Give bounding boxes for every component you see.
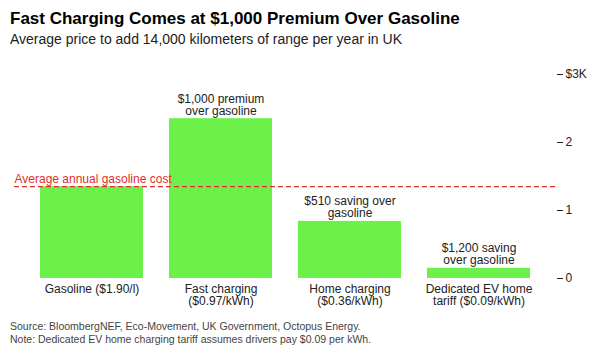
svg-text:$1,200 savingover gasoline: $1,200 savingover gasoline — [442, 241, 517, 267]
svg-text:Dedicated EV hometariff ($0.09: Dedicated EV hometariff ($0.09/kWh) — [426, 282, 533, 308]
svg-text:$1,000 premiumover gasoline: $1,000 premiumover gasoline — [178, 92, 265, 118]
svg-text:$3K: $3K — [566, 67, 587, 81]
html-text:Note: Dedicated EV home chargi: Note: Dedicated EV home charging tariff … — [10, 333, 372, 345]
html-text:Average price to add 14,000 ki: Average price to add 14,000 kilometers o… — [10, 31, 402, 47]
svg-text:$510 saving overgasoline: $510 saving overgasoline — [304, 194, 395, 220]
svg-text:Gasoline ($1.90/l): Gasoline ($1.90/l) — [45, 282, 140, 296]
html-text:Source: BloombergNEF, Eco-Move: Source: BloombergNEF, Eco-Movement, UK G… — [10, 320, 361, 332]
svg-text:Fast charging($0.97/kWh): Fast charging($0.97/kWh) — [185, 282, 258, 308]
svg-text:0: 0 — [566, 271, 573, 285]
html-text:Fast Charging Comes at $1,000: Fast Charging Comes at $1,000 Premium Ov… — [10, 9, 460, 28]
svg-text:2: 2 — [566, 135, 573, 149]
svg-text:Home charging($0.36/kWh): Home charging($0.36/kWh) — [309, 282, 390, 308]
svg-text:Average annual gasoline cost: Average annual gasoline cost — [15, 172, 173, 186]
svg-text:1: 1 — [566, 203, 573, 217]
